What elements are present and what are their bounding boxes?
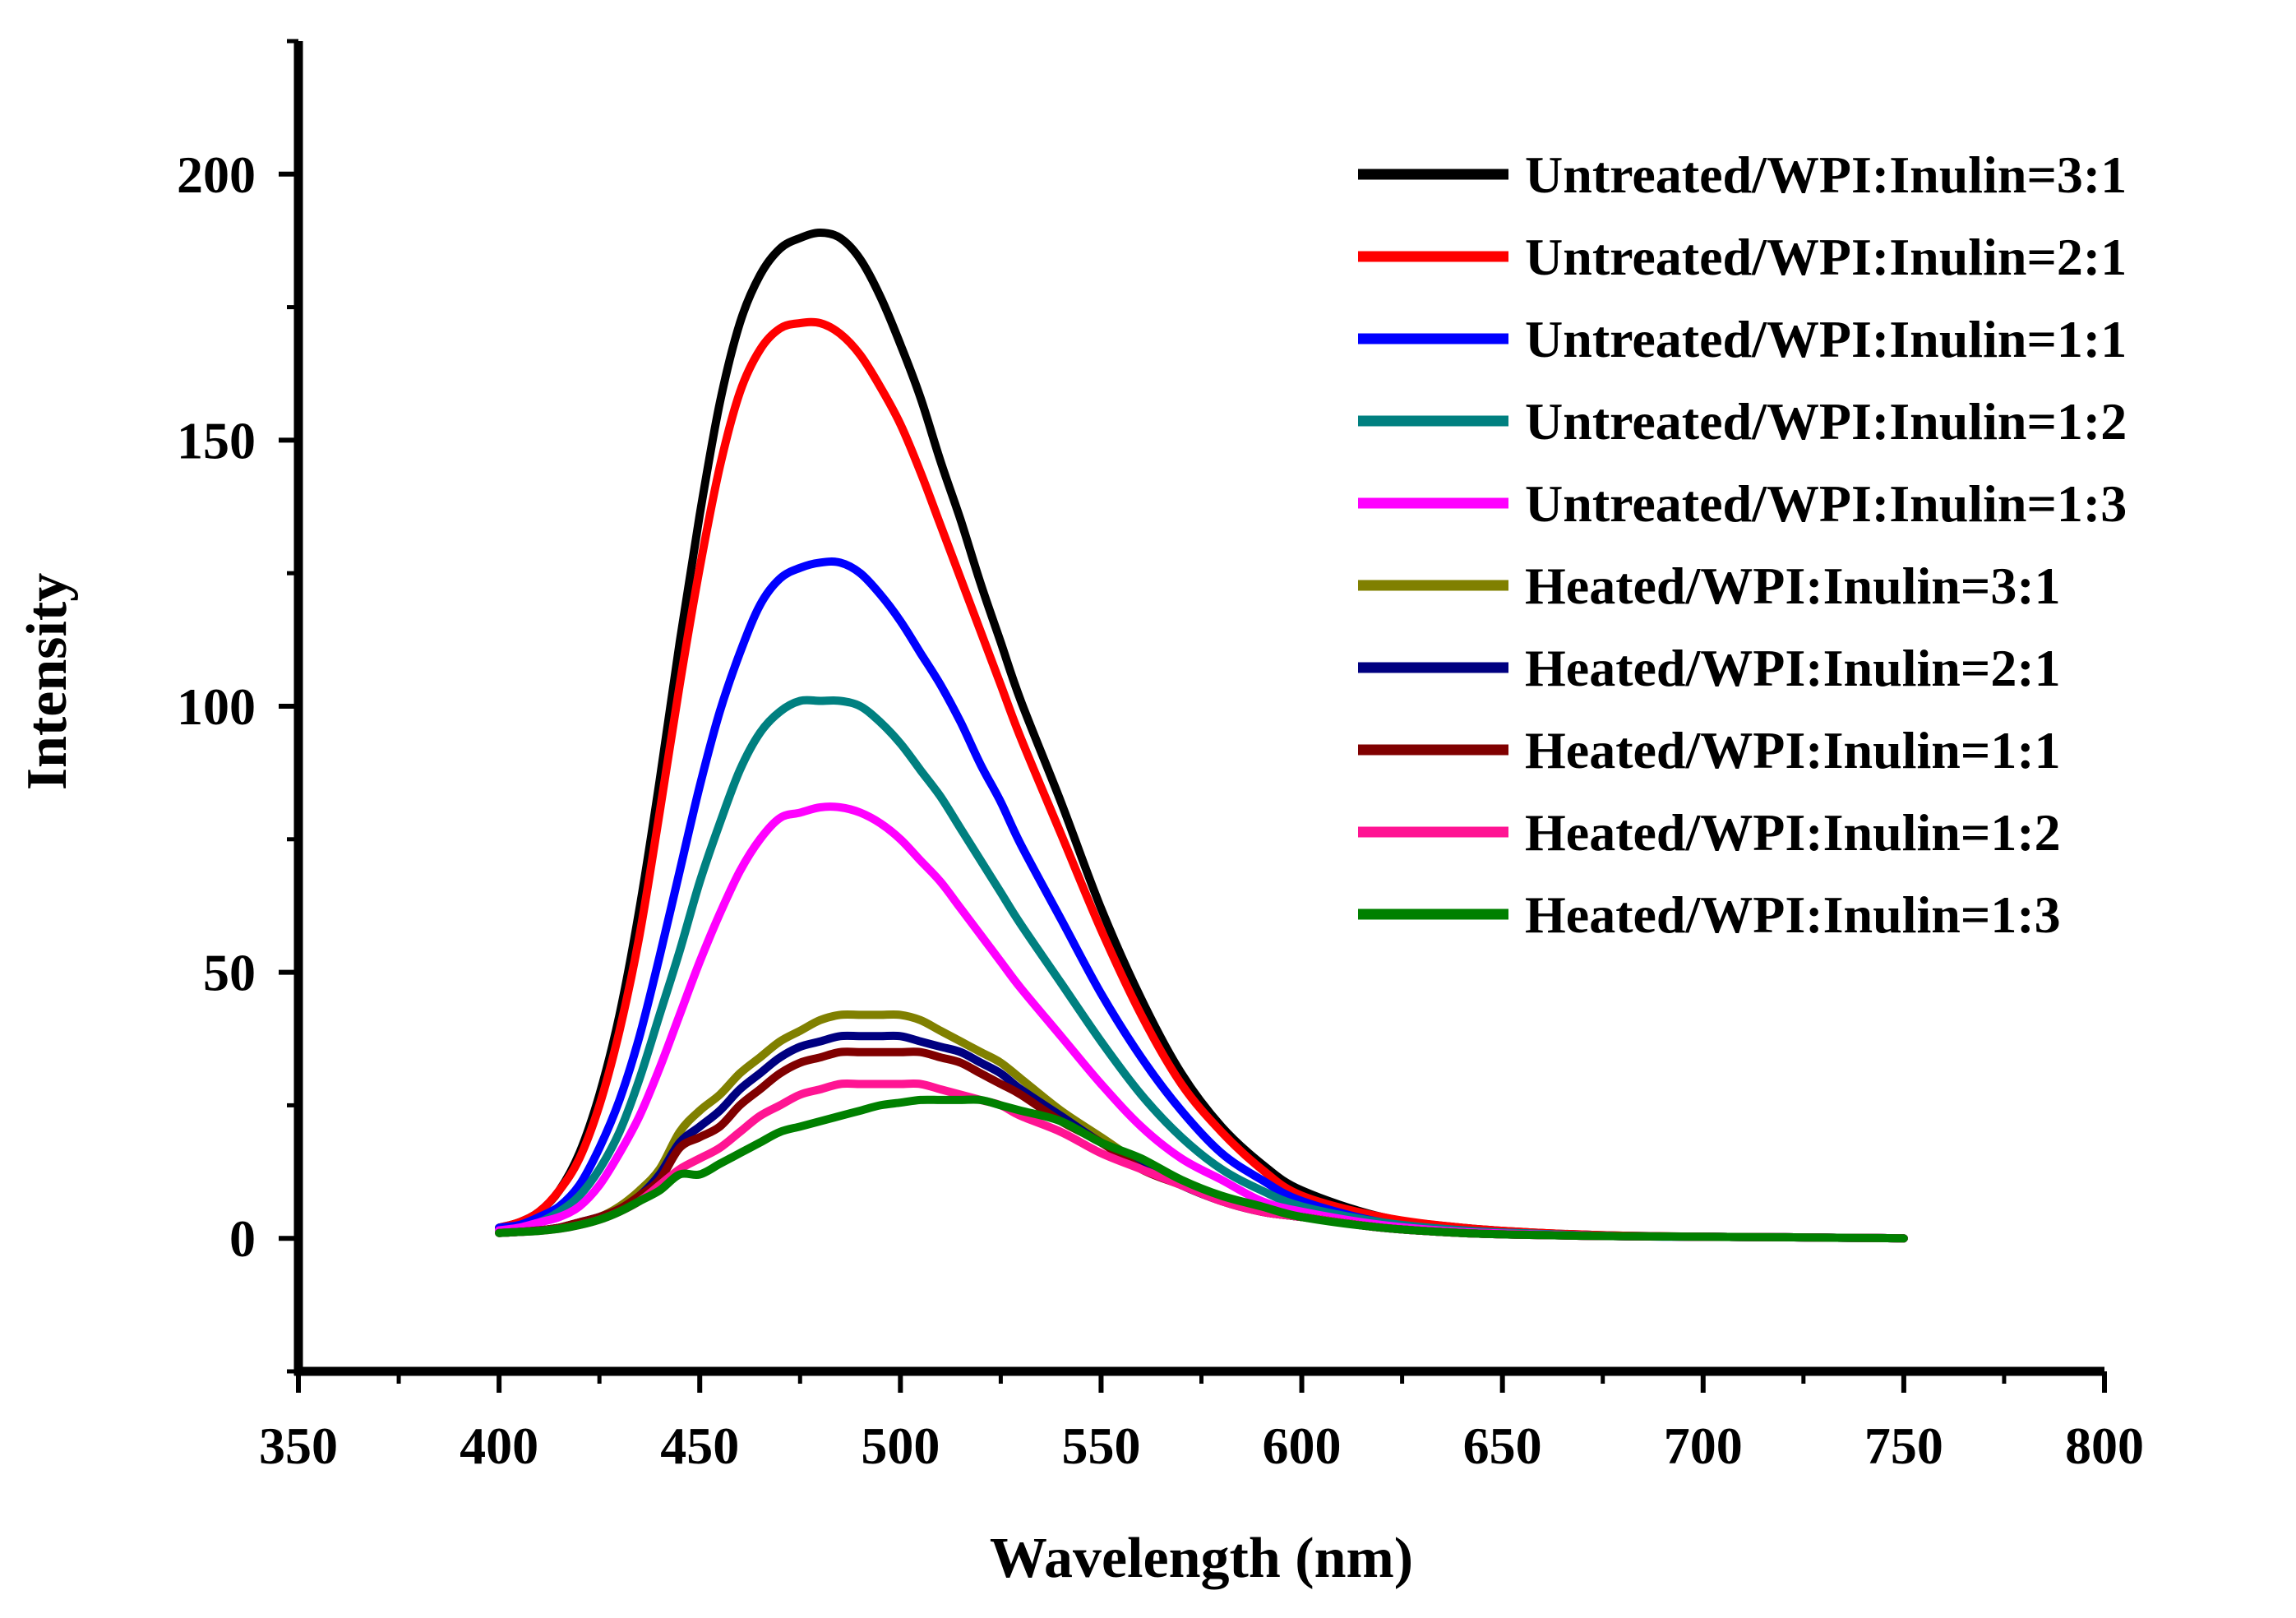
- legend-label-1: Untreated/WPI:Inulin=3:1: [1525, 146, 2127, 204]
- series-line-2: [495, 317, 1908, 1243]
- series-line-10: [495, 1095, 1908, 1243]
- y-tick-label: 200: [177, 146, 256, 204]
- x-tick-label: 400: [460, 1417, 538, 1475]
- legend-label-7: Heated/WPI:Inulin=2:1: [1525, 639, 2061, 697]
- y-tick-label: 0: [229, 1209, 256, 1268]
- series-line-8: [495, 1047, 1908, 1243]
- y-tick-label: 150: [177, 411, 256, 469]
- x-tick-label: 650: [1463, 1417, 1542, 1475]
- labels-layer: 350 400 450 500 550 600 650 700 750 800 0 50 100 150 2…: [177, 146, 2144, 1475]
- legend-label-4: Untreated/WPI:Inulin=1:2: [1525, 392, 2127, 451]
- series-layer: [495, 229, 1908, 1243]
- x-tick-label: 700: [1664, 1417, 1743, 1475]
- legend: Untreated/WPI:Inulin=3:1 Untreated/WPI:In…: [1358, 146, 2127, 944]
- legend-label-2: Untreated/WPI:Inulin=2:1: [1525, 228, 2127, 286]
- x-tick-label: 750: [1864, 1417, 1943, 1475]
- legend-label-3: Untreated/WPI:Inulin=1:1: [1525, 310, 2127, 368]
- y-axis-title: Intensity: [16, 573, 79, 790]
- x-tick-label: 350: [259, 1417, 338, 1475]
- ticks-layer: [279, 39, 2107, 1393]
- legend-label-9: Heated/WPI:Inulin=1:2: [1525, 803, 2061, 862]
- series-line-6: [495, 1010, 1908, 1243]
- x-tick-label: 450: [660, 1417, 739, 1475]
- y-tick-label: 50: [203, 944, 256, 1002]
- x-tick-label: 550: [1061, 1417, 1140, 1475]
- legend-label-8: Heated/WPI:Inulin=1:1: [1525, 721, 2061, 779]
- legend-label-6: Heated/WPI:Inulin=3:1: [1525, 557, 2061, 615]
- x-tick-label: 800: [2065, 1417, 2144, 1475]
- y-tick-label: 100: [177, 677, 256, 736]
- x-tick-label: 500: [861, 1417, 940, 1475]
- legend-label-5: Untreated/WPI:Inulin=1:3: [1525, 474, 2127, 533]
- x-tick-label: 600: [1263, 1417, 1342, 1475]
- x-axis-title: Wavelength (nm): [990, 1527, 1413, 1590]
- legend-label-10: Heated/WPI:Inulin=1:3: [1525, 885, 2061, 944]
